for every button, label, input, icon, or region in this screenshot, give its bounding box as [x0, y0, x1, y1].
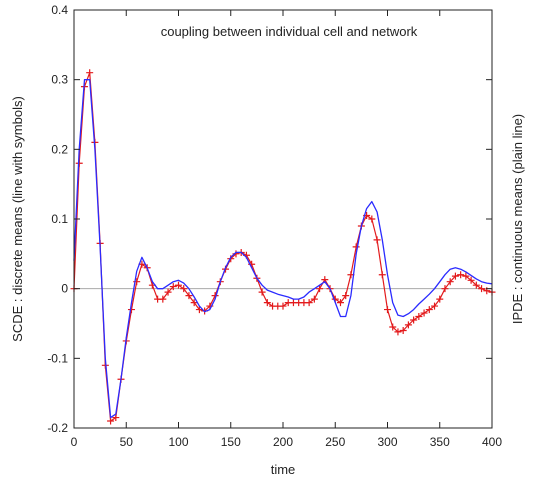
data-point-marker — [451, 272, 459, 280]
data-point-marker — [258, 288, 266, 296]
x-tick-label: 200 — [273, 435, 293, 449]
data-point-marker — [410, 316, 418, 324]
data-point-marker — [310, 295, 318, 303]
y-tick-label: 0.2 — [51, 142, 68, 156]
x-axis-label: time — [271, 462, 296, 477]
series-continuous-line — [73, 79, 493, 419]
chart-annotation: coupling between individual cell and net… — [161, 24, 418, 39]
x-axis: 0 50 100 150 200 250 300 350 400 — [71, 10, 502, 449]
data-point-marker — [164, 288, 172, 296]
data-point-marker — [342, 292, 350, 300]
x-tick-label: 100 — [168, 435, 188, 449]
data-point-marker — [420, 309, 428, 317]
x-tick-label: 250 — [325, 435, 345, 449]
data-point-marker — [86, 69, 94, 77]
data-point-marker — [441, 285, 449, 293]
data-point-marker — [175, 281, 182, 289]
data-point-marker — [305, 299, 313, 307]
data-point-marker — [263, 299, 271, 307]
data-point-marker — [180, 285, 188, 293]
data-point-marker — [336, 299, 344, 307]
data-point-marker — [185, 292, 193, 300]
y-axis: -0.2 -0.1 0 0.1 0.2 0.3 0.4 — [47, 3, 492, 435]
x-tick-label: 0 — [71, 435, 78, 449]
data-point-marker — [478, 285, 486, 293]
data-point-marker — [107, 417, 115, 425]
data-point-marker — [394, 328, 402, 336]
data-point-marker — [462, 272, 470, 280]
y-axis-label-left: SCDE : discrete means (line with symbols… — [10, 96, 25, 342]
data-point-marker — [190, 299, 198, 307]
data-point-marker — [279, 302, 287, 310]
data-point-marker — [316, 285, 324, 293]
y-tick-label: 0 — [61, 282, 68, 296]
y-tick-label: 0.3 — [51, 73, 68, 87]
data-point-marker — [457, 271, 465, 279]
data-point-marker — [127, 306, 135, 314]
data-point-marker — [159, 295, 167, 303]
data-point-marker — [399, 326, 407, 334]
data-point-marker — [373, 236, 381, 244]
data-point-marker — [384, 306, 391, 314]
y-tick-label: 0.1 — [51, 212, 68, 226]
data-point-marker — [169, 283, 177, 291]
data-point-marker — [425, 306, 433, 314]
x-tick-label: 400 — [482, 435, 502, 449]
data-point-marker — [112, 414, 120, 422]
series-layer — [70, 69, 496, 425]
y-tick-label: -0.1 — [47, 351, 68, 365]
data-point-marker — [446, 278, 454, 286]
data-point-marker — [352, 243, 360, 251]
x-tick-label: 300 — [377, 435, 397, 449]
y-tick-label: 0.4 — [51, 3, 68, 17]
y-tick-label: -0.2 — [47, 421, 68, 435]
data-point-marker — [431, 302, 439, 310]
x-tick-label: 350 — [430, 435, 450, 449]
y-axis-label-right: IPDE : continuous means (plain line) — [510, 114, 525, 324]
data-point-marker — [472, 281, 480, 289]
x-tick-label: 150 — [221, 435, 241, 449]
data-point-marker — [415, 313, 423, 321]
data-point-marker — [467, 276, 475, 284]
data-point-marker — [404, 321, 412, 329]
data-point-marker — [389, 323, 397, 331]
data-point-marker — [436, 295, 444, 303]
x-tick-label: 50 — [120, 435, 134, 449]
data-point-marker — [378, 271, 386, 279]
data-point-marker — [368, 215, 376, 223]
